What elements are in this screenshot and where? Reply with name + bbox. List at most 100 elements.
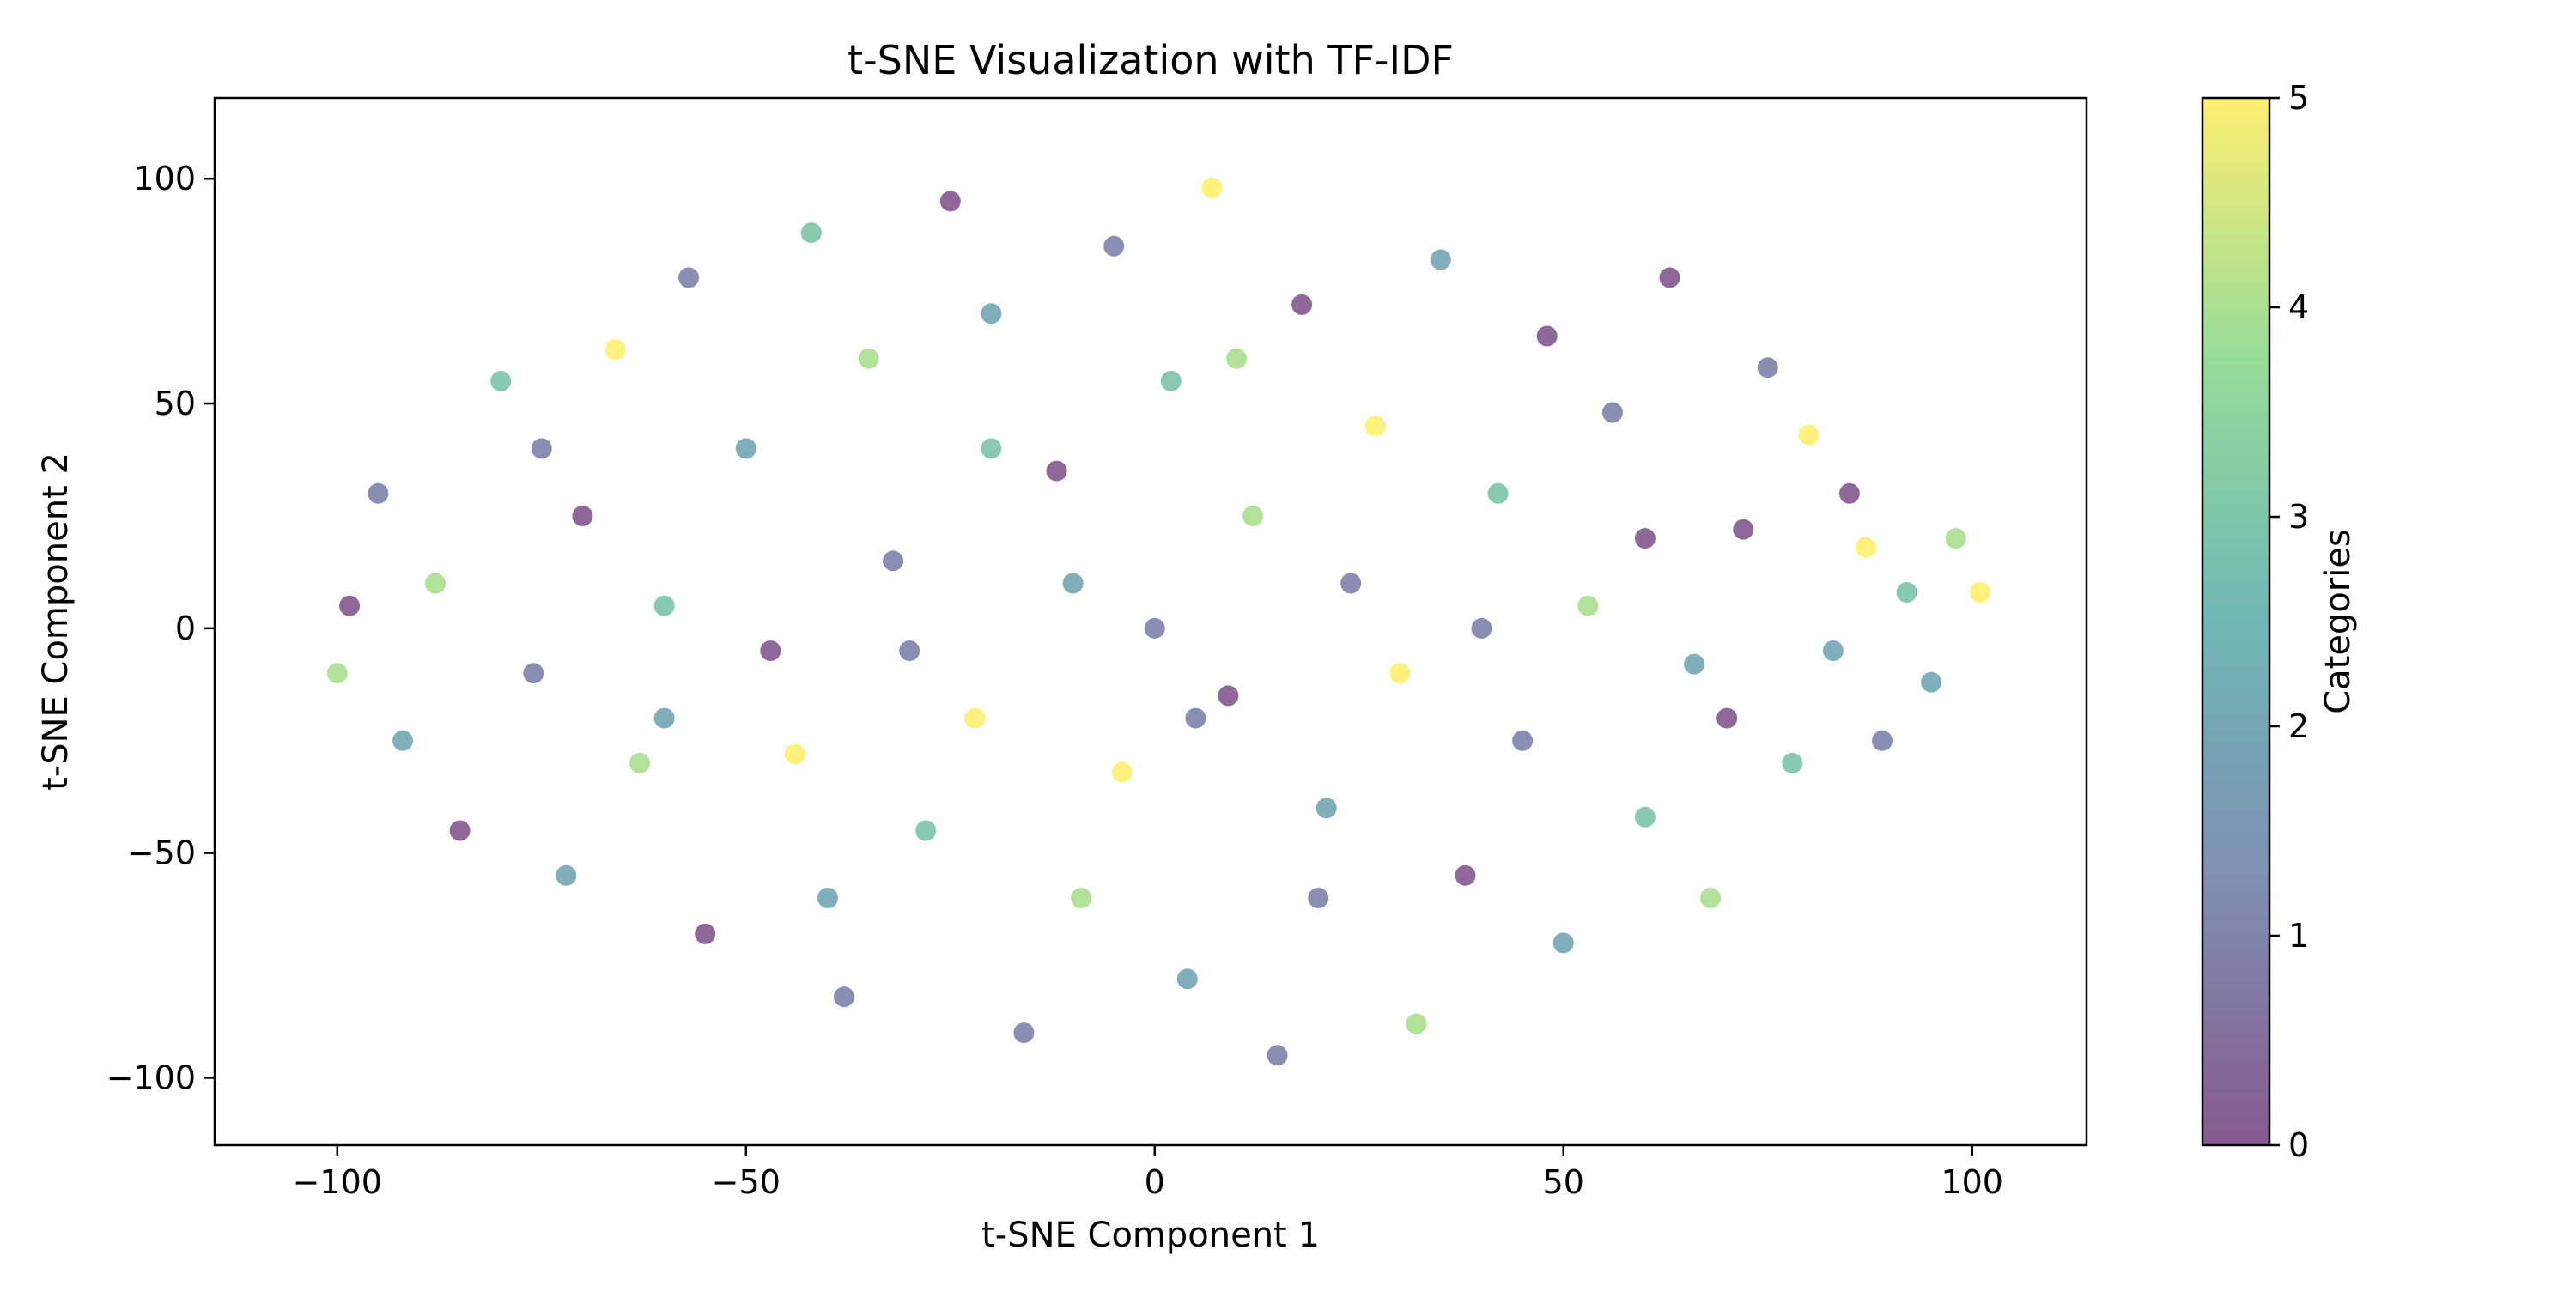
scatter-point xyxy=(1062,573,1084,594)
scatter-point xyxy=(964,707,986,729)
scatter-point xyxy=(1577,595,1599,616)
scatter-point xyxy=(1160,370,1182,391)
scatter-point xyxy=(1872,730,1893,751)
scatter-point xyxy=(1406,1013,1427,1034)
x-tick-label: −100 xyxy=(293,1163,382,1201)
chart-title: t-SNE Visualization with TF-IDF xyxy=(848,37,1454,83)
x-tick-label: −50 xyxy=(712,1163,781,1201)
x-tick-label: 50 xyxy=(1543,1163,1584,1201)
scatter-point xyxy=(1176,968,1198,990)
scatter-point xyxy=(368,482,389,504)
scatter-point xyxy=(1144,617,1165,639)
scatter-point xyxy=(1822,640,1844,661)
scatter-point xyxy=(1430,249,1451,270)
colorbar-ticks: 0 1 2 3 4 5 xyxy=(2269,79,2309,1164)
y-tick-label: −50 xyxy=(127,834,196,872)
scatter-point xyxy=(1071,888,1092,908)
x-tick-label: 100 xyxy=(1941,1163,2003,1201)
scatter-point xyxy=(531,438,552,459)
scatter-point xyxy=(1389,663,1411,684)
scatter-point xyxy=(1364,416,1386,437)
scatter-point xyxy=(735,438,756,459)
scatter-point xyxy=(1512,730,1534,751)
scatter-points xyxy=(326,177,1991,1066)
scatter-point xyxy=(800,222,822,244)
scatter-point xyxy=(572,506,593,526)
scatter-point xyxy=(425,573,446,594)
y-tick-label: 100 xyxy=(133,160,196,197)
scatter-point xyxy=(1601,402,1623,423)
scatter-point xyxy=(392,730,413,751)
scatter-point xyxy=(678,267,700,288)
scatter-point xyxy=(1185,707,1206,729)
scatter-point xyxy=(653,707,675,729)
scatter-point xyxy=(695,923,716,944)
colorbar: 0 1 2 3 4 5 Categories xyxy=(2201,79,2358,1164)
scatter-point xyxy=(760,640,781,661)
colorbar-tick-label: 1 xyxy=(2288,917,2309,955)
scatter-point xyxy=(326,663,348,684)
x-axis-label: t-SNE Component 1 xyxy=(981,1216,1320,1255)
scatter-point xyxy=(858,348,879,369)
scatter-point xyxy=(1111,761,1133,783)
scatter-point xyxy=(1340,573,1362,594)
scatter-point xyxy=(1471,617,1492,639)
y-tick-label: −100 xyxy=(106,1058,196,1096)
colorbar-tick-label: 2 xyxy=(2288,707,2309,745)
scatter-point xyxy=(605,339,626,361)
colorbar-gradient xyxy=(2202,98,2269,1145)
scatter-point xyxy=(1733,519,1754,540)
y-axis-label: t-SNE Component 2 xyxy=(36,452,76,791)
scatter-point xyxy=(1700,888,1722,908)
scatter-point xyxy=(1201,177,1223,198)
scatter-point xyxy=(1013,1022,1035,1044)
scatter-point xyxy=(784,743,805,765)
scatter-point xyxy=(1684,653,1705,675)
scatter-point xyxy=(339,595,361,616)
colorbar-tick-label: 0 xyxy=(2288,1126,2309,1164)
scatter-point xyxy=(449,820,471,841)
scatter-point xyxy=(899,640,920,661)
scatter-point xyxy=(1716,707,1738,729)
scatter-point xyxy=(1856,537,1876,558)
scatter-point xyxy=(1552,932,1574,954)
scatter-point xyxy=(523,663,544,684)
scatter-point xyxy=(1634,806,1656,828)
scatter-point xyxy=(1782,752,1803,773)
scatter-point xyxy=(883,550,904,572)
scatter-point xyxy=(1242,506,1263,526)
y-tick-label: 0 xyxy=(175,610,196,647)
scatter-point xyxy=(1103,235,1125,257)
scatter-point xyxy=(1921,671,1942,693)
scatter-point xyxy=(834,986,854,1008)
colorbar-tick-label: 4 xyxy=(2288,288,2309,326)
colorbar-label: Categories xyxy=(2318,529,2358,714)
scatter-point xyxy=(817,888,838,908)
colorbar-frame xyxy=(2201,96,2271,1147)
colorbar-tick-label: 5 xyxy=(2288,79,2309,117)
scatter-point xyxy=(981,303,1002,325)
x-axis-ticks: −100 −50 0 50 100 xyxy=(293,1145,2003,1201)
scatter-point xyxy=(1896,582,1917,603)
scatter-point xyxy=(653,595,675,616)
scatter-point xyxy=(1315,798,1337,819)
scatter-point xyxy=(1798,424,1820,446)
scatter-point xyxy=(1267,1045,1288,1066)
scatter-point xyxy=(1634,528,1656,549)
scatter-point xyxy=(1757,357,1778,379)
scatter-point xyxy=(490,370,512,391)
plot-area-frame xyxy=(213,96,2088,1147)
colorbar-tick-label: 3 xyxy=(2288,498,2309,536)
scatter-point xyxy=(915,820,937,841)
scatter-point xyxy=(629,752,650,773)
scatter-point xyxy=(1487,482,1509,504)
scatter-point xyxy=(1308,888,1329,908)
scatter-point xyxy=(1970,582,1991,603)
scatter-point xyxy=(1218,685,1239,707)
scatter-point xyxy=(1291,294,1313,315)
scatter-point xyxy=(1945,528,1966,549)
scatter-point xyxy=(981,438,1002,459)
y-tick-label: 50 xyxy=(155,385,196,422)
